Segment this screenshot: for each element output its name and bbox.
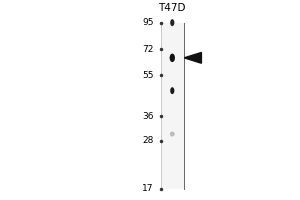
- Text: 36: 36: [142, 112, 154, 121]
- Text: 95: 95: [142, 18, 154, 27]
- Bar: [161, 23, 184, 189]
- Text: 72: 72: [142, 45, 154, 54]
- Ellipse shape: [170, 19, 174, 26]
- Text: T47D: T47D: [158, 3, 186, 13]
- Polygon shape: [184, 52, 201, 63]
- Text: 55: 55: [142, 71, 154, 80]
- Ellipse shape: [169, 54, 175, 62]
- Text: 17: 17: [142, 184, 154, 193]
- Text: 28: 28: [142, 136, 154, 145]
- Ellipse shape: [170, 132, 175, 137]
- Ellipse shape: [170, 87, 174, 94]
